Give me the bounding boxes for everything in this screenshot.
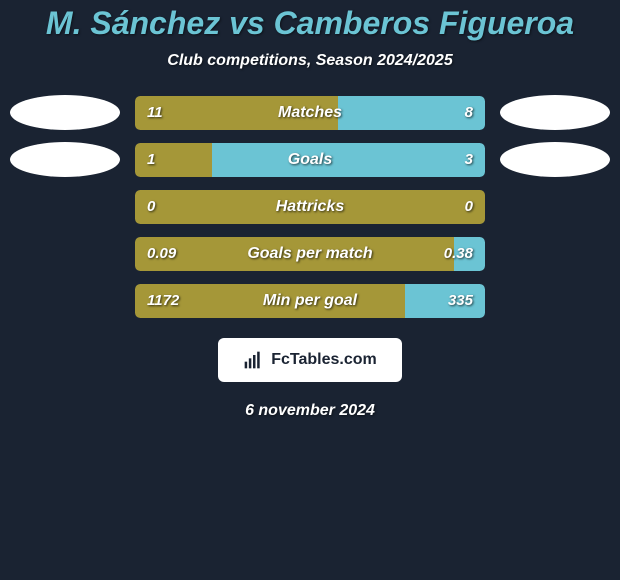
avatar-spacer	[500, 236, 610, 271]
chart-icon	[243, 350, 263, 370]
stat-row: 1Goals3	[0, 142, 620, 177]
branding-container: FcTables.com	[0, 338, 620, 382]
avatar-spacer	[500, 189, 610, 224]
avatar-spacer	[500, 283, 610, 318]
avatar-spacer	[10, 189, 120, 224]
page-title: M. Sánchez vs Camberos Figueroa	[0, 5, 620, 42]
stat-label: Hattricks	[135, 190, 485, 224]
player-avatar-left[interactable]	[10, 95, 120, 130]
stat-row: 0.09Goals per match0.38	[0, 236, 620, 271]
stat-value-right: 335	[448, 284, 473, 318]
stat-label: Goals	[135, 143, 485, 177]
stat-label: Goals per match	[135, 237, 485, 271]
stat-value-right: 0.38	[444, 237, 473, 271]
branding-text: FcTables.com	[271, 351, 377, 369]
stat-row: 1172Min per goal335	[0, 283, 620, 318]
stat-bar: 0Hattricks0	[135, 190, 485, 224]
stat-label: Matches	[135, 96, 485, 130]
page-subtitle: Club competitions, Season 2024/2025	[0, 52, 620, 70]
stats-list: 11Matches8 1Goals3 0Hattricks0 0.09Goals pe…	[0, 95, 620, 318]
stat-row: 0Hattricks0	[0, 189, 620, 224]
comparison-widget: M. Sánchez vs Camberos Figueroa Club com…	[0, 0, 620, 425]
stat-value-right: 0	[465, 190, 473, 224]
stat-bar: 0.09Goals per match0.38	[135, 237, 485, 271]
player-avatar-right[interactable]	[500, 142, 610, 177]
branding-box[interactable]: FcTables.com	[218, 338, 402, 382]
stat-value-right: 8	[465, 96, 473, 130]
avatar-spacer	[10, 283, 120, 318]
player-avatar-left[interactable]	[10, 142, 120, 177]
date-label: 6 november 2024	[0, 402, 620, 420]
player-avatar-right[interactable]	[500, 95, 610, 130]
stat-value-right: 3	[465, 143, 473, 177]
stat-bar: 11Matches8	[135, 96, 485, 130]
avatar-spacer	[10, 236, 120, 271]
stat-bar: 1172Min per goal335	[135, 284, 485, 318]
stat-label: Min per goal	[135, 284, 485, 318]
stat-row: 11Matches8	[0, 95, 620, 130]
stat-bar: 1Goals3	[135, 143, 485, 177]
